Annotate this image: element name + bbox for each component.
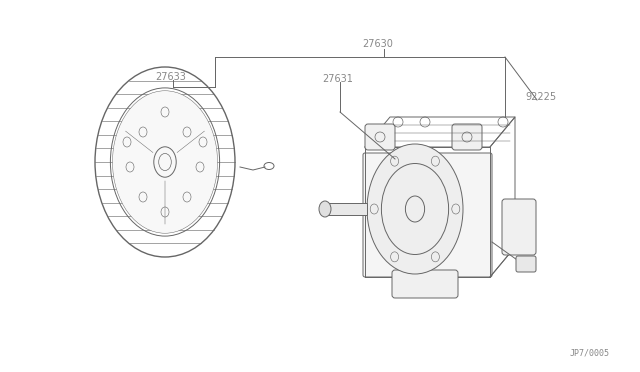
FancyBboxPatch shape [363,153,492,277]
FancyBboxPatch shape [365,124,395,150]
Ellipse shape [113,91,218,233]
Text: 27633: 27633 [155,72,186,82]
Polygon shape [327,203,367,215]
FancyBboxPatch shape [452,124,482,150]
Text: JP7/0005: JP7/0005 [570,348,610,357]
FancyBboxPatch shape [392,270,458,298]
Text: 27630: 27630 [362,39,393,49]
Text: 27631: 27631 [322,74,353,84]
Ellipse shape [367,144,463,274]
FancyBboxPatch shape [502,199,536,255]
Text: 92225: 92225 [525,92,556,102]
Ellipse shape [319,201,331,217]
FancyBboxPatch shape [516,256,536,272]
